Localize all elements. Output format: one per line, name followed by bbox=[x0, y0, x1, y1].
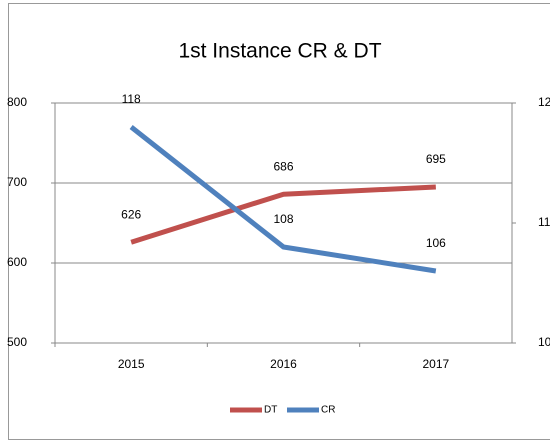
y-tick-label: 700 bbox=[7, 175, 27, 189]
legend-label: DT bbox=[264, 405, 277, 416]
data-label: 106 bbox=[426, 236, 446, 250]
y-tick-label: 600 bbox=[7, 255, 27, 269]
data-label: 118 bbox=[122, 92, 141, 106]
y-tick-label: 800 bbox=[7, 95, 27, 109]
y2-tick-label: 120 bbox=[538, 95, 550, 109]
data-label: 686 bbox=[273, 159, 293, 173]
data-label: 108 bbox=[273, 212, 293, 226]
line-series bbox=[129, 125, 437, 274]
data-label: 695 bbox=[426, 152, 446, 166]
chart-border bbox=[8, 3, 550, 440]
chart-title: 1st Instance CR & DT bbox=[178, 40, 381, 63]
x-tick-label: 2015 bbox=[118, 357, 145, 371]
y2-tick-label: 100 bbox=[538, 335, 550, 349]
y-tick-label: 500 bbox=[7, 335, 27, 349]
x-tick-label: 2017 bbox=[422, 357, 449, 371]
y2-tick-label: 110 bbox=[538, 215, 550, 229]
line-series bbox=[130, 184, 436, 245]
legend-label: CR bbox=[321, 405, 335, 416]
x-tick-label: 2016 bbox=[270, 357, 297, 371]
data-label: 626 bbox=[121, 207, 141, 221]
